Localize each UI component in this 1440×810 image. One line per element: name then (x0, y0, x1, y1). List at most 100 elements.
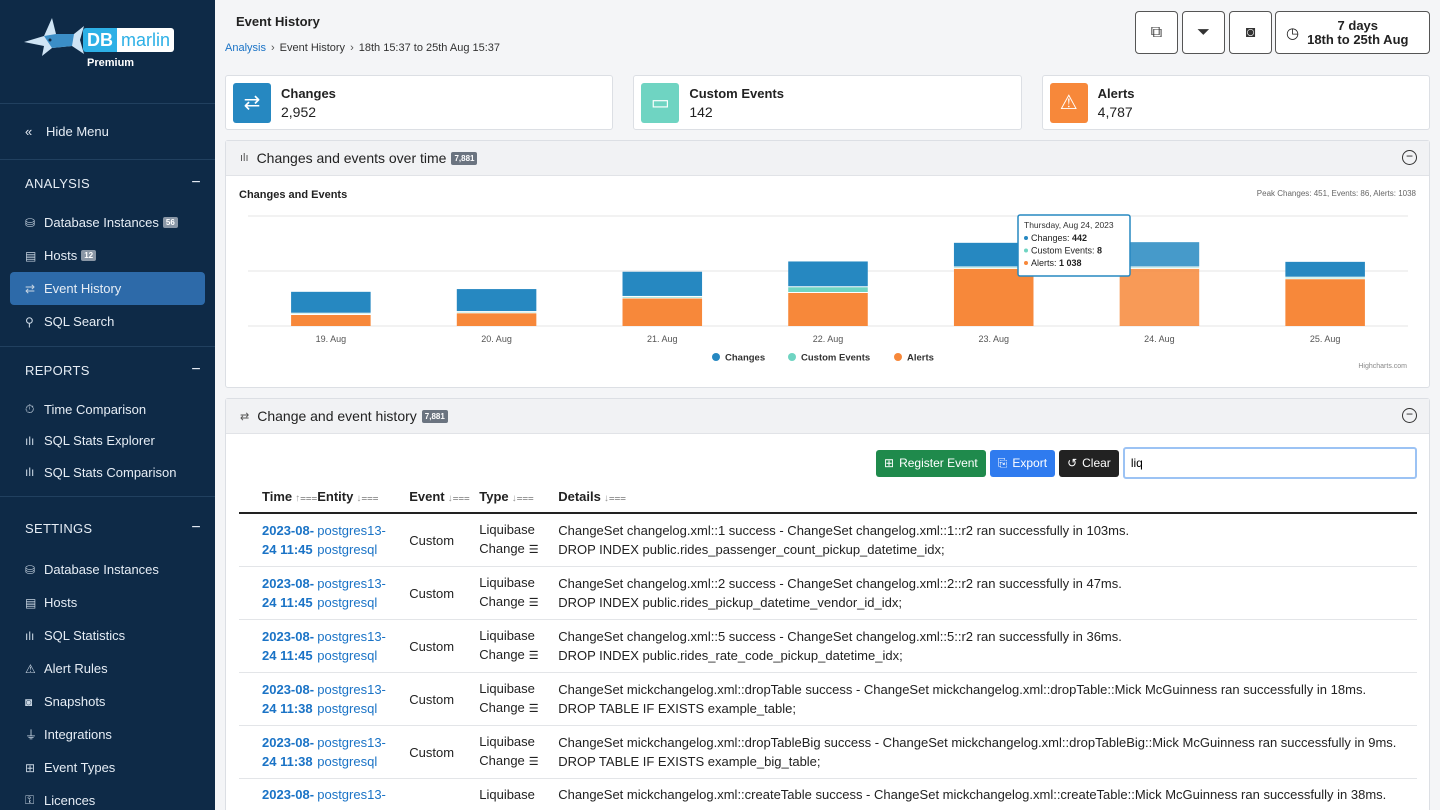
sidebar-item-database-instances[interactable]: ⛁ Database Instances 56 (0, 206, 205, 239)
cell-entity[interactable]: postgres13-postgresql (317, 513, 410, 567)
tooltip-line: Alerts: 1 038 (1031, 258, 1082, 268)
sidebar-item-sql-stats-explorer[interactable]: ılı SQL Stats Explorer (0, 425, 205, 456)
cell-entity[interactable]: postgres13-postgresql (317, 672, 410, 726)
filter-icon: ⏷ (1197, 23, 1210, 41)
sort-icon: ↓⩶ (447, 493, 470, 504)
details-line: DROP INDEX public.rides_pickup_datetime_… (558, 595, 902, 610)
double-chevron-left-icon: « (25, 124, 33, 139)
cell-time[interactable]: 2023-08-24 11:45 (239, 619, 318, 673)
cell-entity[interactable]: postgres13-postgresql (317, 619, 410, 673)
details-line: DROP TABLE IF EXISTS example_table; (558, 701, 796, 716)
file-export-icon: ⎘ (997, 455, 1008, 470)
column-header-entity[interactable]: Entity ↓⩶ (317, 482, 410, 514)
bar-alerts (788, 293, 868, 326)
changes-card[interactable]: ⇄ Changes 2,952 (225, 75, 614, 130)
sidebar-item-label: Alert Rules (44, 661, 108, 676)
column-header-time[interactable]: Time ↑⩶ (239, 482, 318, 514)
card-value: 142 (689, 103, 713, 120)
settings-section-header[interactable]: SETTINGS − (0, 497, 215, 553)
table-row[interactable]: 2023-08-24 11:45 postgres13-postgresql C… (239, 619, 1417, 673)
cell-time[interactable]: 2023-08-24 11:38 (239, 725, 318, 779)
chart-canvas[interactable]: 19. Aug 20. Aug 21. Aug 22. Aug 23. Aug 24. A… (226, 141, 1429, 387)
sidebar-item-hosts[interactable]: ▤ Hosts 12 (0, 239, 205, 272)
table-row[interactable]: 2023-08-24 11:45 postgres13-postgresql C… (239, 513, 1417, 567)
time-range-selector[interactable]: ◷ 7 days 18th to 25th Aug (1275, 11, 1430, 54)
clear-button[interactable]: ↺ Clear (1059, 449, 1119, 477)
sidebar-item-integrations[interactable]: ⏚ Integrations (0, 718, 205, 751)
cell-time[interactable]: 2023-08-24 11:45 (239, 513, 318, 567)
sidebar-item-label: Database Instances (44, 215, 159, 230)
collapse-minus-icon[interactable]: − (191, 519, 201, 536)
collapse-minus-icon[interactable]: − (191, 174, 201, 191)
sidebar-item-sql-statistics[interactable]: ılı SQL Statistics (0, 619, 205, 652)
chart-credit[interactable]: Highcharts.com (1358, 363, 1407, 370)
breadcrumb-analysis-link[interactable]: Analysis (225, 42, 266, 54)
swap-arrows-icon: ⇄ (240, 410, 250, 423)
cell-time[interactable]: 2023-08-24 11:45 (239, 566, 318, 620)
collapse-circle-icon[interactable]: − (1402, 150, 1417, 165)
bar-alerts (953, 268, 1034, 326)
cell-entity[interactable]: postgres13-postgresql (317, 725, 410, 779)
bar-alerts (1285, 279, 1365, 326)
column-label: Details (558, 489, 601, 504)
plus-square-icon: ⊞ (884, 456, 895, 470)
table-row[interactable]: 2023-08-24 11:45 postgres13-postgresql C… (239, 566, 1417, 620)
type-label: Liquibase Change (479, 522, 535, 556)
sidebar-item-sql-stats-comparison[interactable]: ılı SQL Stats Comparison (0, 456, 205, 488)
sidebar-item-event-types[interactable]: ⊞ Event Types (0, 751, 205, 784)
camera-icon: ◙ (25, 694, 33, 709)
cell-time[interactable]: 2023-08- (239, 778, 318, 810)
sidebar-item-settings-database-instances[interactable]: ⛁ Database Instances (0, 553, 205, 586)
bar-chart-icon: ılı (25, 433, 35, 448)
column-header-event[interactable]: Event ↓⩶ (409, 482, 480, 514)
bar-custom-events (1285, 277, 1365, 279)
card-value: 4,787 (1097, 103, 1133, 120)
sidebar-item-licences[interactable]: ⚿ Licences (0, 784, 205, 810)
hide-menu-button[interactable]: « Hide Menu (0, 104, 215, 160)
bar-alerts (291, 315, 371, 326)
export-button[interactable]: ⎘ Export (989, 449, 1056, 477)
details-line: ChangeSet changelog.xml::1 success - Cha… (558, 523, 1130, 538)
sort-icon: ↓⩶ (511, 493, 534, 504)
sidebar-item-alert-rules[interactable]: ⚠ Alert Rules (0, 652, 205, 685)
sidebar-item-snapshots[interactable]: ◙ Snapshots (0, 685, 205, 718)
table-row[interactable]: 2023-08-24 11:38 postgres13-postgresql C… (239, 672, 1417, 726)
table-header-row: Time ↑⩶ Entity ↓⩶ Event ↓⩶ Type ↓⩶ Details ↓⩶ (239, 482, 1417, 514)
table-row[interactable]: 2023-08- postgres13- Liquibase ChangeSet… (239, 778, 1417, 810)
table-row[interactable]: 2023-08-24 11:38 postgres13-postgresql C… (239, 725, 1417, 779)
bar-changes (1285, 261, 1365, 277)
sidebar-item-settings-hosts[interactable]: ▤ Hosts (0, 586, 205, 619)
alerts-card[interactable]: ⚠ Alerts 4,787 (1041, 75, 1430, 130)
column-header-type[interactable]: Type ↓⩶ (479, 482, 559, 514)
sidebar-item-sql-search[interactable]: ⚲ SQL Search (0, 305, 205, 338)
copy-button[interactable]: ⧉ (1135, 11, 1178, 54)
server-icon: ▤ (25, 595, 37, 610)
database-icon: ☰ (528, 597, 539, 609)
filter-button[interactable]: ⏷ (1182, 11, 1225, 54)
settings-section-title: SETTINGS (25, 520, 93, 536)
type-label: Liquibase Change (479, 681, 535, 715)
logo[interactable]: DB marlin Premium (0, 0, 215, 104)
custom-events-card[interactable]: ▭ Custom Events 142 (633, 75, 1022, 130)
collapse-minus-icon[interactable]: − (191, 361, 201, 378)
sort-icon: ↓⩶ (603, 493, 626, 504)
history-table: Time ↑⩶ Entity ↓⩶ Event ↓⩶ Type ↓⩶ Details ↓⩶… (239, 482, 1417, 810)
register-event-button[interactable]: ⊞ Register Event (876, 449, 986, 477)
reports-section-header[interactable]: REPORTS − (0, 347, 215, 393)
column-header-details[interactable]: Details ↓⩶ (558, 482, 1417, 514)
sidebar-item-label: Integrations (44, 727, 112, 742)
brand-name: marlin (117, 28, 175, 52)
sidebar-item-event-history[interactable]: ⇄ Event History (10, 272, 205, 305)
cell-entity[interactable]: postgres13- (317, 778, 410, 810)
database-icon: ☰ (528, 650, 539, 662)
cell-event: Custom (409, 619, 480, 673)
analysis-section-header[interactable]: ANALYSIS − (0, 160, 215, 206)
cell-entity[interactable]: postgres13-postgresql (317, 566, 410, 620)
analysis-section-title: ANALYSIS (25, 175, 91, 191)
time-range-duration: 7 days (1337, 17, 1379, 33)
search-input[interactable] (1122, 447, 1417, 479)
collapse-circle-icon[interactable]: − (1402, 408, 1417, 423)
sidebar-item-time-comparison[interactable]: ⏱ Time Comparison (0, 393, 205, 425)
cell-time[interactable]: 2023-08-24 11:38 (239, 672, 318, 726)
snapshot-button[interactable]: ◙ (1229, 11, 1272, 54)
